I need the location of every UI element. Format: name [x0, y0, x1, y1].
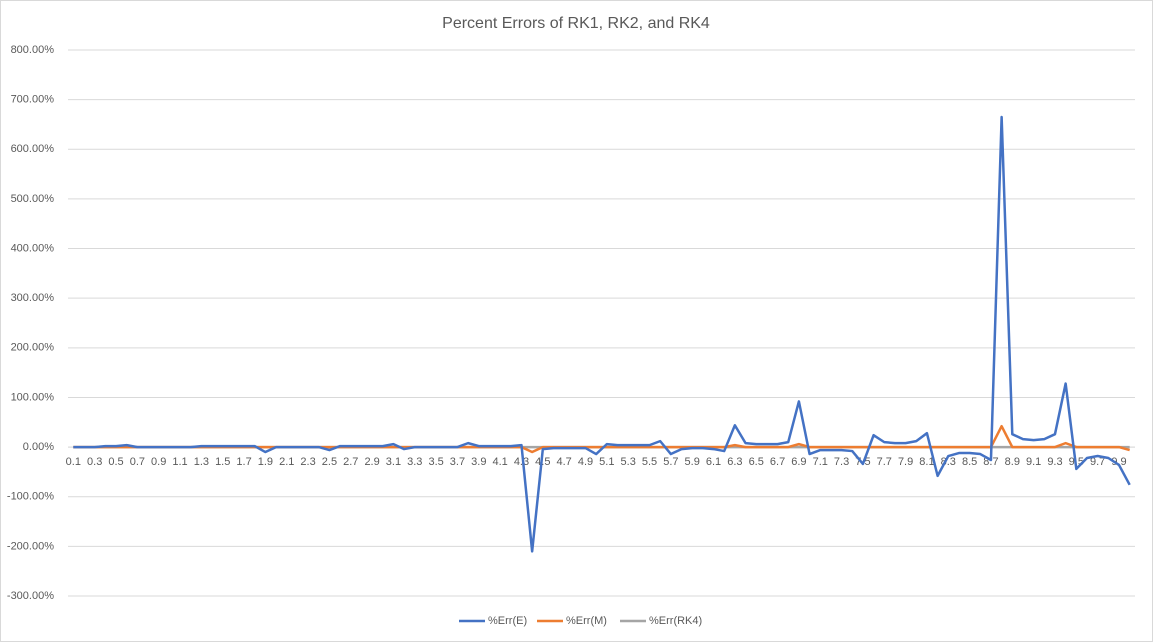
y-tick-label: 700.00%	[11, 94, 55, 106]
x-tick-label: 0.7	[130, 456, 145, 468]
x-tick-label: 4.9	[578, 456, 593, 468]
x-tick-label: 3.7	[450, 456, 465, 468]
x-tick-label: 1.3	[194, 456, 209, 468]
x-tick-label: 9.3	[1047, 456, 1062, 468]
y-tick-label: -300.00%	[7, 590, 54, 602]
x-tick-label: 7.9	[898, 456, 913, 468]
y-tick-label: 400.00%	[11, 242, 55, 254]
y-tick-label: 800.00%	[11, 44, 55, 56]
x-tick-label: 7.3	[834, 456, 849, 468]
x-tick-label: 0.1	[66, 456, 81, 468]
x-tick-label: 5.5	[642, 456, 657, 468]
y-tick-label: 100.00%	[11, 391, 55, 403]
x-tick-label: 2.3	[300, 456, 315, 468]
x-tick-label: 8.5	[962, 456, 977, 468]
legend-label: %Err(RK4)	[649, 615, 702, 627]
x-tick-label: 4.1	[492, 456, 507, 468]
x-tick-label: 0.3	[87, 456, 102, 468]
x-tick-label: 5.3	[621, 456, 636, 468]
x-tick-label: 9.7	[1090, 456, 1105, 468]
x-tick-label: 6.3	[727, 456, 742, 468]
x-tick-label: 8.1	[919, 456, 934, 468]
x-tick-label: 4.7	[557, 456, 572, 468]
y-tick-label: -200.00%	[7, 540, 54, 552]
x-tick-label: 2.7	[343, 456, 358, 468]
x-tick-label: 4.3	[514, 456, 529, 468]
x-tick-label: 6.9	[791, 456, 806, 468]
y-tick-label: 200.00%	[11, 342, 55, 354]
y-tick-label: 0.00%	[23, 441, 54, 453]
x-tick-label: 3.9	[471, 456, 486, 468]
x-tick-label: 1.7	[236, 456, 251, 468]
y-tick-label: 300.00%	[11, 292, 55, 304]
x-tick-label: 5.1	[599, 456, 614, 468]
y-tick-label: 600.00%	[11, 143, 55, 155]
x-tick-label: 3.3	[407, 456, 422, 468]
x-tick-label: 2.1	[279, 456, 294, 468]
x-tick-label: 2.5	[322, 456, 337, 468]
x-tick-label: 9.1	[1026, 456, 1041, 468]
x-tick-label: 0.9	[151, 456, 166, 468]
y-tick-label: -100.00%	[7, 491, 54, 503]
x-tick-label: 7.7	[877, 456, 892, 468]
x-tick-label: 4.5	[535, 456, 550, 468]
x-tick-label: 7.1	[813, 456, 828, 468]
x-tick-label: 1.1	[172, 456, 187, 468]
legend-label: %Err(M)	[566, 615, 607, 627]
x-tick-label: 1.9	[258, 456, 273, 468]
series-line	[73, 115, 1131, 553]
chart-title: Percent Errors of RK1, RK2, and RK4	[442, 15, 710, 32]
x-tick-label: 8.9	[1005, 456, 1020, 468]
y-tick-label: 500.00%	[11, 193, 55, 205]
x-tick-label: 6.7	[770, 456, 785, 468]
x-tick-label: 6.1	[706, 456, 721, 468]
x-tick-label: 3.5	[428, 456, 443, 468]
x-tick-label: 6.5	[749, 456, 764, 468]
x-tick-label: 2.9	[364, 456, 379, 468]
x-tick-label: 5.9	[685, 456, 700, 468]
x-tick-label: 1.5	[215, 456, 230, 468]
x-tick-label: 0.5	[108, 456, 123, 468]
x-tick-label: 5.7	[663, 456, 678, 468]
legend-label: %Err(E)	[488, 615, 527, 627]
x-tick-label: 9.9	[1111, 456, 1126, 468]
x-tick-label: 3.1	[386, 456, 401, 468]
